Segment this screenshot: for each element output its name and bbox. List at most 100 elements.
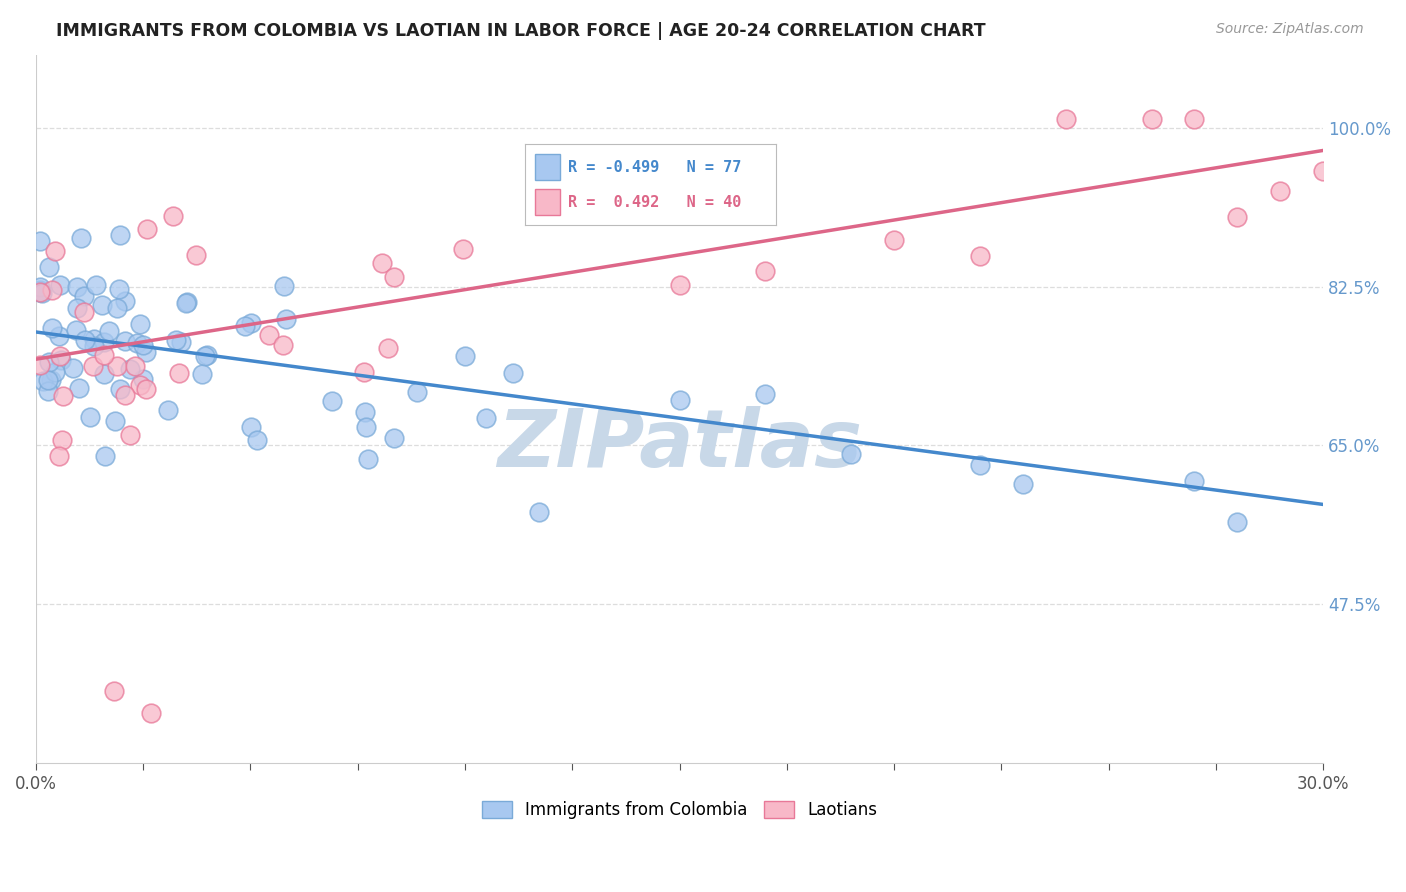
Point [41,283,63,297]
Point [91,298,114,312]
Point [48,449,70,463]
Point [69,231,91,245]
Text: ZIPatlas: ZIPatlas [498,406,862,483]
Point [1270,184,1292,198]
Point [502,366,524,380]
Point [246,433,269,447]
Point [51,433,73,447]
Point [41,321,63,335]
Point [167,366,190,380]
Legend: Immigrants from Colombia, Laotians: Immigrants from Colombia, Laotians [475,794,884,826]
Point [108,382,131,396]
Point [1054,112,1077,126]
Text: Source: ZipAtlas.com: Source: ZipAtlas.com [1216,22,1364,37]
Point [114,388,136,402]
Point [1226,516,1249,530]
Point [194,350,217,364]
Point [754,264,776,278]
Point [276,312,298,326]
Point [38,260,60,275]
Point [103,683,125,698]
Point [529,504,551,518]
Point [86,278,108,293]
Point [273,279,295,293]
Point [83,332,105,346]
Point [357,451,380,466]
Point [30,280,52,294]
Point [120,361,142,376]
Point [157,403,180,417]
Point [195,348,218,362]
Point [377,341,399,355]
Point [176,294,198,309]
Point [454,349,477,363]
Point [104,414,127,428]
Point [191,368,214,382]
Point [30,285,52,299]
Point [39,373,62,387]
Point [93,449,115,463]
Point [170,334,193,349]
Point [125,335,148,350]
Point [883,233,905,247]
Point [44,365,66,379]
Point [51,353,73,368]
Point [83,339,105,353]
Point [37,373,59,387]
Point [73,289,96,303]
Point [1140,112,1163,126]
Point [371,256,394,270]
Point [969,458,991,472]
Point [32,374,55,388]
Point [38,355,60,369]
Point [668,277,690,292]
Point [65,301,87,316]
Point [233,319,256,334]
Point [353,365,375,379]
Point [93,347,115,361]
Point [754,387,776,401]
Point [128,317,150,331]
Point [1011,477,1033,491]
Point [162,209,184,223]
Point [1312,164,1334,178]
Text: IMMIGRANTS FROM COLOMBIA VS LAOTIAN IN LABOR FORCE | AGE 20-24 CORRELATION CHART: IMMIGRANTS FROM COLOMBIA VS LAOTIAN IN L… [56,22,986,40]
Point [30,283,52,297]
Point [354,405,377,419]
Point [114,334,136,349]
Point [165,333,187,347]
Point [49,278,72,293]
Point [114,293,136,308]
Point [69,381,91,395]
Point [257,327,280,342]
Point [30,235,52,249]
Point [65,323,87,337]
Point [1184,112,1206,126]
Point [969,249,991,263]
Point [240,420,263,434]
Point [124,359,146,373]
Point [62,361,84,376]
Point [271,337,294,351]
Point [382,431,405,445]
Point [382,270,405,285]
Point [1184,474,1206,488]
Point [49,349,72,363]
Point [239,316,262,330]
Point [132,337,155,351]
Point [30,358,52,372]
Point [135,221,157,235]
Point [93,334,115,349]
Point [321,393,343,408]
Point [30,285,52,299]
Point [668,393,690,408]
Point [108,227,131,242]
Point [48,329,70,343]
Point [839,447,862,461]
Point [72,305,94,319]
Point [82,359,104,374]
Point [52,389,75,403]
Point [107,282,129,296]
Point [354,420,377,434]
Point [105,301,128,316]
